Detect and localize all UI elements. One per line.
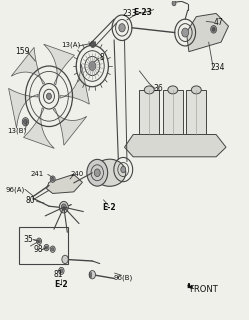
Circle shape xyxy=(44,244,49,251)
Circle shape xyxy=(23,119,27,124)
Circle shape xyxy=(62,255,68,264)
Text: E-2: E-2 xyxy=(55,280,68,289)
Text: 13(A): 13(A) xyxy=(61,41,80,48)
Circle shape xyxy=(94,169,100,177)
Circle shape xyxy=(52,248,54,251)
Circle shape xyxy=(59,201,68,213)
Text: E-2: E-2 xyxy=(102,203,116,212)
Text: 13(B): 13(B) xyxy=(7,127,26,134)
Polygon shape xyxy=(124,134,226,157)
Circle shape xyxy=(60,269,63,273)
Bar xyxy=(19,227,67,264)
Polygon shape xyxy=(23,108,54,148)
Circle shape xyxy=(89,270,96,279)
Polygon shape xyxy=(8,88,38,128)
Bar xyxy=(163,90,183,134)
Text: 240: 240 xyxy=(70,171,84,177)
Polygon shape xyxy=(188,286,192,289)
Bar xyxy=(139,90,159,134)
Circle shape xyxy=(121,166,126,173)
Text: E-23: E-23 xyxy=(133,8,152,17)
Text: 81: 81 xyxy=(53,270,63,279)
Polygon shape xyxy=(187,13,229,52)
Text: 80: 80 xyxy=(25,196,35,205)
Text: 96(A): 96(A) xyxy=(6,186,25,193)
Text: 35: 35 xyxy=(24,235,33,244)
Circle shape xyxy=(182,28,189,37)
Circle shape xyxy=(59,268,64,274)
Text: 47: 47 xyxy=(213,19,223,28)
Text: 241: 241 xyxy=(31,171,44,177)
Ellipse shape xyxy=(191,86,201,94)
Text: FRONT: FRONT xyxy=(189,285,218,294)
Polygon shape xyxy=(11,47,45,84)
Circle shape xyxy=(90,41,95,48)
Polygon shape xyxy=(53,108,87,145)
Text: 159: 159 xyxy=(15,47,30,56)
Ellipse shape xyxy=(144,86,154,94)
Text: 98: 98 xyxy=(34,245,43,254)
Ellipse shape xyxy=(168,86,178,94)
Text: 96(B): 96(B) xyxy=(113,275,133,281)
Circle shape xyxy=(212,28,215,31)
Circle shape xyxy=(52,178,54,181)
Circle shape xyxy=(50,176,55,182)
Circle shape xyxy=(38,240,40,243)
Circle shape xyxy=(37,238,42,244)
Circle shape xyxy=(61,204,66,210)
Circle shape xyxy=(172,1,176,6)
Circle shape xyxy=(211,26,217,33)
Polygon shape xyxy=(188,284,189,288)
Polygon shape xyxy=(44,44,74,85)
Circle shape xyxy=(119,24,125,32)
Circle shape xyxy=(87,159,108,186)
Ellipse shape xyxy=(94,159,126,186)
Circle shape xyxy=(47,93,52,100)
Polygon shape xyxy=(47,174,82,194)
Text: 36: 36 xyxy=(154,84,164,93)
Circle shape xyxy=(50,246,55,252)
Circle shape xyxy=(89,61,96,70)
Text: 8: 8 xyxy=(99,53,104,62)
Polygon shape xyxy=(60,64,89,104)
Circle shape xyxy=(22,118,29,126)
Circle shape xyxy=(45,246,48,249)
Bar xyxy=(187,90,206,134)
Text: 234: 234 xyxy=(211,63,225,72)
Text: 233: 233 xyxy=(122,9,137,18)
